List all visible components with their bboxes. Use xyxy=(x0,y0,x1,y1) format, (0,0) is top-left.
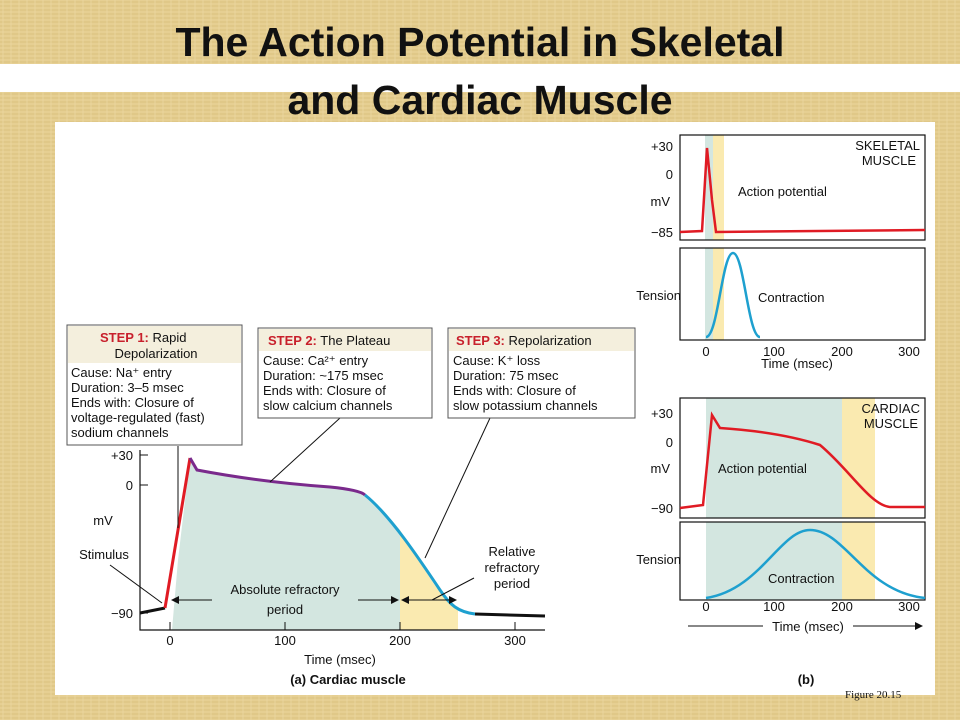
y-tick-label: −90 xyxy=(111,606,133,621)
step-label: STEP 2: The Plateau xyxy=(268,333,390,348)
x-tick-label: 300 xyxy=(898,599,920,614)
relative-label: Relative xyxy=(489,544,536,559)
y-label: mV xyxy=(651,194,671,209)
figure-note: Figure 20.15 xyxy=(845,689,902,701)
y-label: mV xyxy=(651,461,671,476)
step-line: Duration: ~175 msec xyxy=(263,368,384,383)
plot-frame xyxy=(679,134,926,241)
step-box: STEP 3: Repolarization Cause: K⁺ loss Du… xyxy=(447,327,636,419)
x-label: Time (msec) xyxy=(772,619,844,634)
title: and Cardiac Muscle xyxy=(287,77,672,123)
contraction-curve xyxy=(705,251,761,339)
step-heading: Depolarization xyxy=(114,346,197,361)
relative-region xyxy=(713,248,724,340)
action-potential-curve xyxy=(679,147,926,234)
x-label: Time (msec) xyxy=(304,652,376,667)
potential-label: Action potential xyxy=(718,461,807,476)
y-label: mV xyxy=(93,513,113,528)
x-tick-label: 100 xyxy=(274,633,296,648)
leader xyxy=(269,417,341,483)
y-tick-label: +30 xyxy=(111,448,133,463)
tension-label: Tension xyxy=(636,552,681,567)
step-box: STEP 1: Rapid Depolarization Cause: Na⁺ … xyxy=(66,324,243,446)
absolute-label: Absolute refractory xyxy=(230,582,340,597)
leader xyxy=(109,564,163,604)
x-label: Time (msec) xyxy=(761,356,833,371)
plot-frame xyxy=(679,521,926,601)
step-line: Ends with: Closure of xyxy=(263,383,386,398)
step-label: STEP 1: Rapid xyxy=(100,330,186,345)
step-line: Cause: Ca²⁺ entry xyxy=(263,353,369,368)
absolute-label: period xyxy=(267,602,303,617)
axes xyxy=(139,450,545,631)
stimulus-label: Stimulus xyxy=(79,547,129,562)
tension-label: Tension xyxy=(636,288,681,303)
step-line: Cause: Na⁺ entry xyxy=(71,365,172,380)
x-tick-label: 100 xyxy=(763,599,785,614)
plot-frame xyxy=(679,397,926,519)
y-tick-label: 0 xyxy=(666,435,673,450)
muscle-label: CARDIAC xyxy=(861,401,920,416)
x-tick-label: 100 xyxy=(763,344,785,359)
y-tick-label: −85 xyxy=(651,225,673,240)
relative-label: refractory xyxy=(485,560,540,575)
y-tick-label: +30 xyxy=(651,139,673,154)
x-tick-label: 200 xyxy=(831,599,853,614)
step-line: Cause: K⁺ loss xyxy=(453,353,541,368)
absolute-region xyxy=(706,522,842,600)
x-tick-label: 200 xyxy=(831,344,853,359)
caption: (b) xyxy=(798,672,815,687)
muscle-label: SKELETAL xyxy=(855,138,920,153)
step-line: voltage-regulated (fast) xyxy=(71,410,205,425)
step-line: Duration: 3–5 msec xyxy=(71,380,184,395)
relative-region xyxy=(842,398,875,518)
action-potential-curve xyxy=(679,411,925,510)
x-tick-label: 0 xyxy=(166,633,173,648)
contraction-curve xyxy=(705,528,926,600)
title: The Action Potential in Skeletal xyxy=(175,19,784,65)
leader xyxy=(424,417,491,559)
muscle-label: MUSCLE xyxy=(864,416,919,431)
y-tick-label: +30 xyxy=(651,406,673,421)
step-line: Duration: 75 msec xyxy=(453,368,559,383)
x-tick-label: 0 xyxy=(702,599,709,614)
label-bg xyxy=(763,617,853,635)
absolute-region xyxy=(706,398,842,518)
relative-label: period xyxy=(494,576,530,591)
absolute-region xyxy=(705,135,713,240)
resting-curve xyxy=(139,606,166,615)
x-tick-label: 200 xyxy=(389,633,411,648)
leader xyxy=(431,577,475,601)
relative-region xyxy=(713,135,724,240)
step-line: Ends with: Closure of xyxy=(453,383,576,398)
depolarization-curve xyxy=(163,457,192,609)
step-label: STEP 3: Repolarization xyxy=(456,333,592,348)
absolute-region xyxy=(705,248,713,340)
y-ticks xyxy=(140,454,516,630)
contraction-label: Contraction xyxy=(768,571,834,586)
step-line: Ends with: Closure of xyxy=(71,395,194,410)
step-line: slow calcium channels xyxy=(263,398,393,413)
x-tick-label: 0 xyxy=(702,344,709,359)
y-tick-label: −90 xyxy=(651,501,673,516)
x-tick-label: 300 xyxy=(898,344,920,359)
plateau-curve xyxy=(188,457,367,497)
plot-frame xyxy=(679,247,926,341)
repolarization-curve xyxy=(364,493,476,616)
caption: (a) Cardiac muscle xyxy=(290,672,406,687)
step-line: slow potassium channels xyxy=(453,398,598,413)
step-box: STEP 2: The Plateau Cause: Ca²⁺ entry Du… xyxy=(257,327,433,419)
step-line: sodium channels xyxy=(71,425,169,440)
y-tick-label: 0 xyxy=(126,478,133,493)
potential-label: Action potential xyxy=(738,184,827,199)
contraction-label: Contraction xyxy=(758,290,824,305)
x-tick-label: 300 xyxy=(504,633,526,648)
title-band xyxy=(0,64,960,92)
label-bg xyxy=(212,580,358,618)
resting-curve xyxy=(474,612,546,618)
y-tick-label: 0 xyxy=(666,167,673,182)
muscle-label: MUSCLE xyxy=(862,153,917,168)
